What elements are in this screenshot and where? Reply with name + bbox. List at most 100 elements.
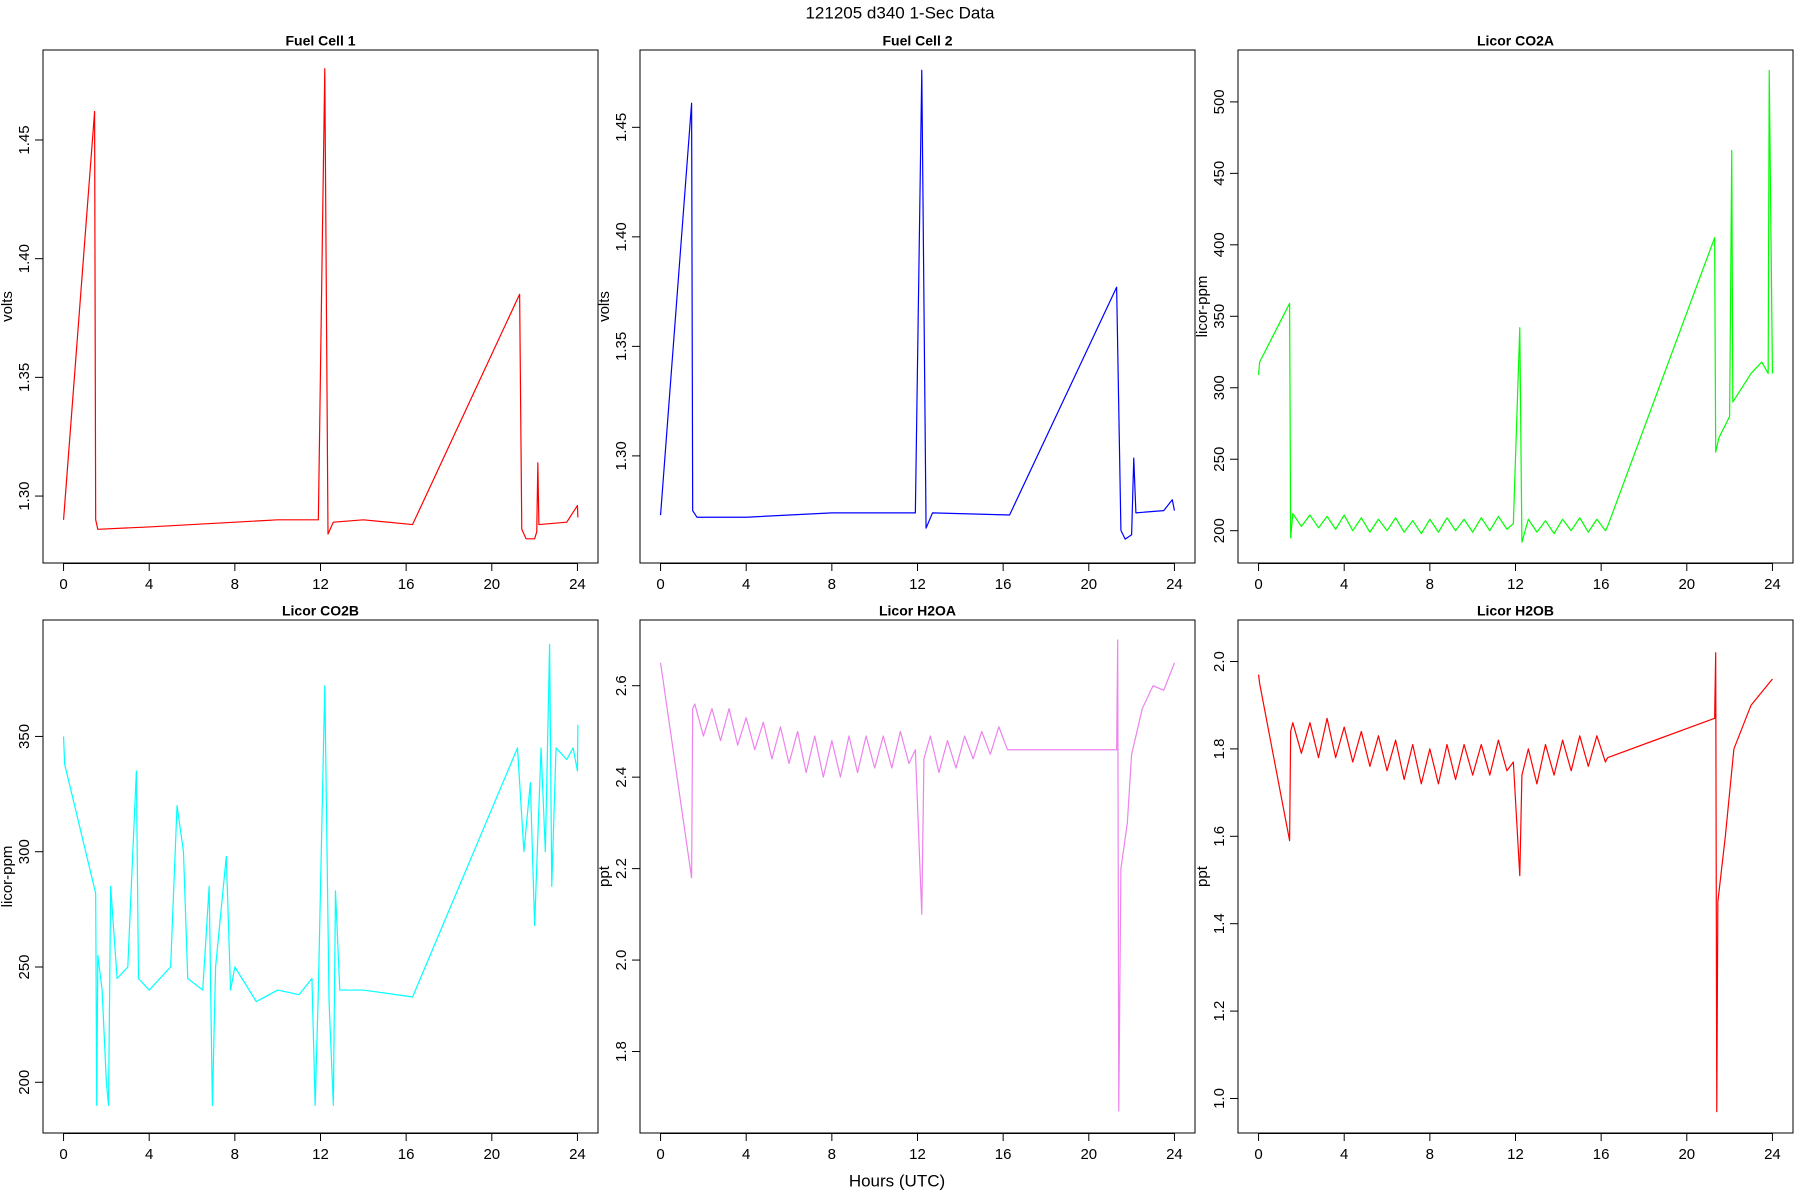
- x-tick-label: 4: [742, 1146, 750, 1163]
- y-tick-label: 300: [1211, 375, 1228, 400]
- y-tick-label: 1.45: [613, 113, 630, 142]
- y-tick-label: 250: [1211, 447, 1228, 472]
- x-tick-label: 8: [1426, 576, 1434, 593]
- y-axis-label: licor-ppm: [1194, 276, 1211, 338]
- x-tick-label: 20: [1080, 1146, 1097, 1163]
- x-tick-label: 20: [1678, 1146, 1695, 1163]
- x-tick-label: 0: [1254, 576, 1262, 593]
- x-tick-label: 12: [909, 576, 926, 593]
- x-tick-label: 0: [59, 1146, 67, 1163]
- y-tick-label: 1.8: [613, 1041, 630, 1062]
- y-tick-label: 1.30: [16, 481, 33, 510]
- y-axis-label: licor-ppm: [0, 846, 16, 908]
- x-tick-label: 20: [1678, 576, 1695, 593]
- panel-title: Licor CO2B: [282, 603, 359, 619]
- x-tick-label: 16: [995, 576, 1012, 593]
- y-tick-label: 1.4: [1211, 913, 1228, 934]
- x-tick-label: 12: [909, 1146, 926, 1163]
- data-line: [1257, 69, 1774, 543]
- x-tick-label: 0: [656, 1146, 664, 1163]
- x-tick-label: 4: [1340, 1146, 1348, 1163]
- x-tick-label: 8: [828, 576, 836, 593]
- y-axis-label: ppt: [596, 865, 613, 887]
- y-tick-label: 200: [1211, 518, 1228, 543]
- x-tick-label: 0: [656, 576, 664, 593]
- y-tick-label: 1.30: [613, 441, 630, 470]
- x-tick-label: 4: [145, 1146, 153, 1163]
- y-tick-label: 2.0: [1211, 651, 1228, 672]
- y-tick-label: 2.4: [613, 767, 630, 788]
- y-tick-label: 1.8: [1211, 738, 1228, 759]
- y-tick-label: 450: [1211, 161, 1228, 186]
- x-tick-label: 4: [742, 576, 750, 593]
- y-tick-label: 1.45: [16, 125, 33, 154]
- x-tick-label: 24: [1166, 1146, 1183, 1163]
- x-tick-label: 12: [1507, 576, 1524, 593]
- y-tick-label: 250: [16, 954, 33, 979]
- x-tick-label: 16: [398, 1146, 415, 1163]
- x-tick-label: 8: [231, 1146, 239, 1163]
- data-line: [659, 639, 1175, 1112]
- plot-frame: [639, 619, 1196, 1134]
- y-tick-label: 2.0: [613, 950, 630, 971]
- y-tick-label: 1.35: [613, 332, 630, 361]
- data-line: [1257, 652, 1773, 1113]
- plot-frame: [1237, 619, 1794, 1134]
- x-tick-label: 0: [59, 576, 67, 593]
- plot-frame: [1237, 49, 1794, 564]
- figure-title: 121205 d340 1-Sec Data: [805, 3, 995, 22]
- x-tick-label: 24: [569, 576, 586, 593]
- data-line: [62, 643, 579, 1106]
- x-tick-label: 24: [569, 1146, 586, 1163]
- x-tick-label: 8: [828, 1146, 836, 1163]
- x-tick-label: 24: [1764, 1146, 1781, 1163]
- y-tick-label: 500: [1211, 89, 1228, 114]
- x-tick-label: 20: [483, 1146, 500, 1163]
- x-tick-label: 12: [312, 576, 329, 593]
- x-tick-label: 20: [483, 576, 500, 593]
- y-tick-label: 400: [1211, 232, 1228, 257]
- y-tick-label: 2.6: [613, 675, 630, 696]
- x-tick-label: 12: [312, 1146, 329, 1163]
- y-tick-label: 1.40: [16, 244, 33, 273]
- y-axis-label: ppt: [1194, 865, 1211, 887]
- x-tick-label: 12: [1507, 1146, 1524, 1163]
- x-tick-label: 16: [995, 1146, 1012, 1163]
- x-tick-label: 8: [231, 576, 239, 593]
- plot-frame: [639, 49, 1196, 564]
- panel-title: Fuel Cell 1: [285, 33, 355, 49]
- y-axis-label: volts: [596, 291, 613, 322]
- y-tick-label: 200: [16, 1070, 33, 1095]
- y-tick-label: 1.35: [16, 363, 33, 392]
- y-tick-label: 1.6: [1211, 826, 1228, 847]
- x-tick-label: 4: [145, 576, 153, 593]
- y-tick-label: 300: [16, 839, 33, 864]
- x-tick-label: 20: [1080, 576, 1097, 593]
- y-tick-label: 1.2: [1211, 1001, 1228, 1022]
- data-line: [62, 68, 579, 540]
- x-tick-label: 16: [1593, 1146, 1610, 1163]
- x-tick-label: 16: [398, 576, 415, 593]
- y-axis-label: volts: [0, 291, 16, 322]
- y-tick-label: 350: [16, 724, 33, 749]
- x-axis-label: Hours (UTC): [849, 1171, 945, 1190]
- x-tick-label: 4: [1340, 576, 1348, 593]
- y-tick-label: 1.0: [1211, 1088, 1228, 1109]
- panel-title: Licor CO2A: [1477, 33, 1554, 49]
- plot-frame: [42, 619, 599, 1134]
- x-tick-label: 24: [1166, 576, 1183, 593]
- y-tick-label: 2.2: [613, 858, 630, 879]
- data-line: [659, 69, 1176, 540]
- y-tick-label: 1.40: [613, 222, 630, 251]
- panel-title: Fuel Cell 2: [882, 33, 952, 49]
- x-tick-label: 0: [1254, 1146, 1262, 1163]
- panel-title: Licor H2OB: [1477, 603, 1554, 619]
- y-tick-label: 350: [1211, 304, 1228, 329]
- x-tick-label: 8: [1426, 1146, 1434, 1163]
- x-tick-label: 16: [1593, 576, 1610, 593]
- panel-title: Licor H2OA: [879, 603, 956, 619]
- x-tick-label: 24: [1764, 576, 1781, 593]
